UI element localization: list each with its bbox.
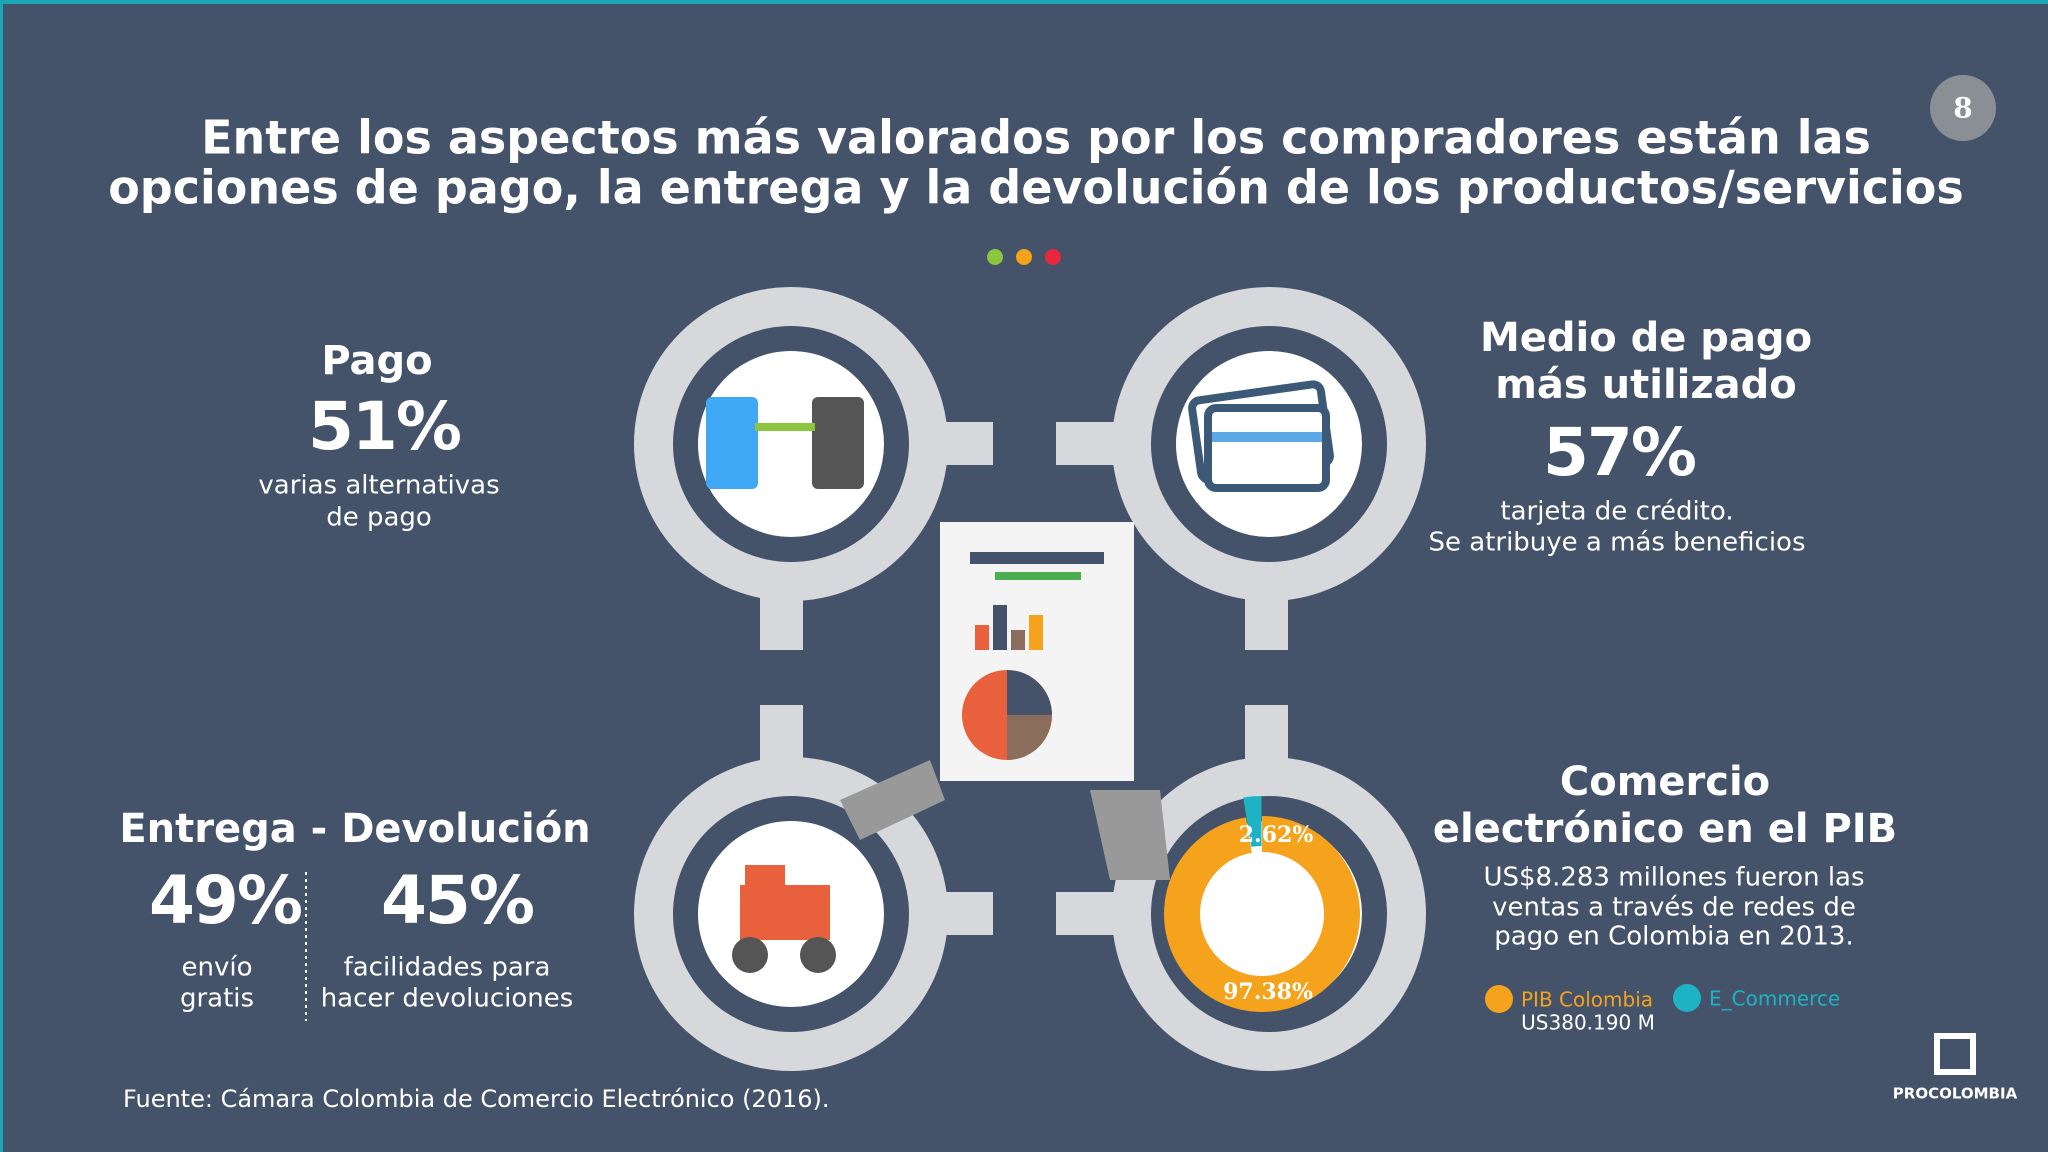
slide-number: 8 [1953, 92, 1972, 125]
pago-caption: varias alternativas [258, 471, 499, 501]
medio-caption: tarjeta de crédito. [1500, 497, 1733, 527]
dot [1016, 249, 1032, 265]
title-line: opciones de pago, la entrega y la devolu… [108, 161, 1964, 215]
devolucion-value: 45% [381, 862, 534, 939]
comercio-heading: electrónico en el PIB [1433, 806, 1897, 852]
left-border [0, 0, 3, 1152]
medio-heading: más utilizado [1495, 362, 1797, 408]
central-graphic [634, 287, 1426, 1071]
pago-heading: Pago [321, 338, 432, 384]
medio-heading: Medio de pago [1480, 315, 1812, 361]
medio-value: 57% [1543, 414, 1696, 491]
entrega-value: 49% [149, 862, 302, 939]
comercio-caption: ventas a través de redes de [1492, 893, 1856, 923]
source: Fuente: Cámara Colombia de Comercio Elec… [123, 1085, 830, 1113]
donut-label: 2.62% [1239, 822, 1314, 848]
top-border [0, 0, 2048, 4]
title-line: Entre los aspectos más valorados por los… [201, 111, 1871, 165]
donut-label: 97.38% [1223, 979, 1313, 1005]
entrega-caption: gratis [180, 984, 254, 1014]
legend-note: US380.190 M [1521, 1011, 1655, 1035]
pago-value: 51% [308, 388, 461, 465]
slide-number-badge [1930, 75, 1996, 141]
donut-slice [1243, 796, 1262, 847]
donut-slice [1164, 816, 1360, 1012]
legend-label: E_Commerce [1709, 987, 1840, 1011]
legend-swatch [1485, 985, 1513, 1013]
pago-caption: de pago [326, 503, 432, 533]
legend-swatch [1673, 984, 1701, 1012]
logo-mark [1934, 1033, 1976, 1075]
medio-caption: Se atribuye a más beneficios [1428, 528, 1805, 558]
devolucion-caption: facilidades para [344, 953, 551, 983]
devolucion-caption: hacer devoluciones [321, 984, 574, 1014]
entrega-caption: envío [182, 953, 253, 983]
logo: PROCOLOMBIA [1893, 1085, 2018, 1103]
legend-label: PIB Colombia [1521, 988, 1653, 1012]
comercio-heading: Comercio [1560, 759, 1770, 805]
dot [987, 249, 1003, 265]
comercio-caption: pago en Colombia en 2013. [1494, 922, 1853, 952]
dot [1045, 249, 1061, 265]
entrega-heading: Entrega - Devolución [119, 806, 590, 852]
comercio-caption: US$8.283 millones fueron las [1483, 863, 1864, 893]
